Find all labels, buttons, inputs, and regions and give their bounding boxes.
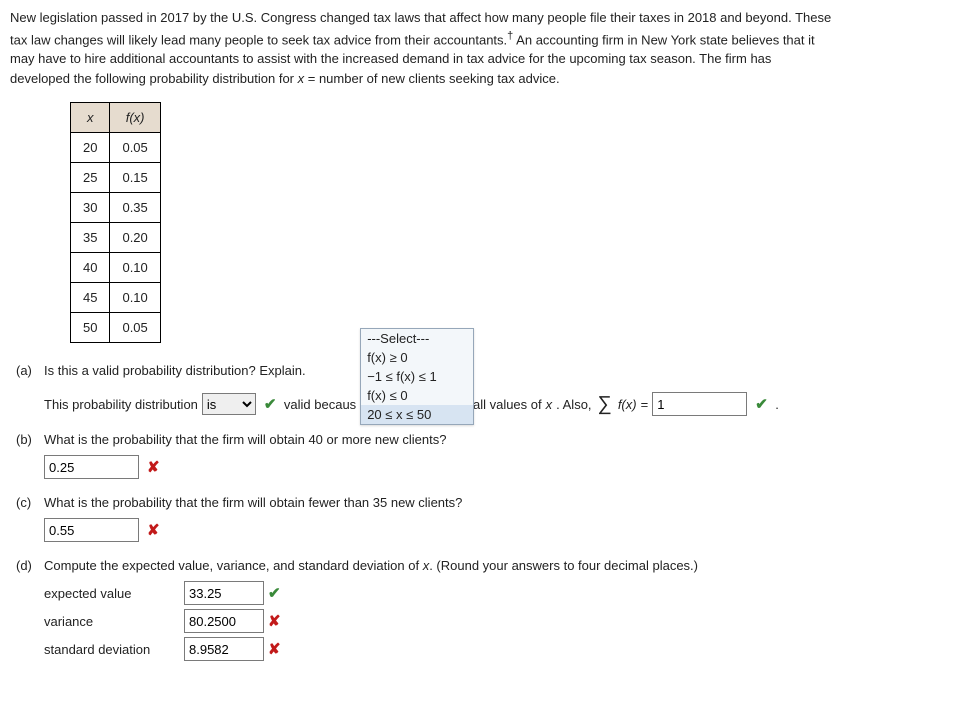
- table-row: 500.05: [71, 313, 161, 343]
- expected-value-row: expected value ✔: [44, 581, 950, 605]
- cross-icon: ✘: [147, 521, 163, 539]
- variance-label: variance: [44, 614, 184, 629]
- var-x: x: [546, 397, 553, 412]
- part-b: (b) What is the probability that the fir…: [10, 432, 950, 479]
- table-row: 450.10: [71, 283, 161, 313]
- is-select[interactable]: is is not: [202, 393, 256, 415]
- variance-row: variance ✘: [44, 609, 950, 633]
- sigma-icon: ∑: [598, 393, 612, 416]
- intro-line2b: An accounting firm in New York state bel…: [513, 32, 814, 47]
- c-input[interactable]: [44, 518, 139, 542]
- b-input[interactable]: [44, 455, 139, 479]
- condition-dropdown-wrap: ---Select--- f(x) ≥ 0 −1 ≤ f(x) ≤ 1 f(x)…: [360, 394, 450, 415]
- dd-option[interactable]: ---Select---: [361, 329, 473, 348]
- part-letter-b: (b): [10, 432, 44, 447]
- intro-line4b: = number of new clients seeking tax advi…: [304, 71, 559, 86]
- intro-line3: may have to hire additional accountants …: [10, 51, 771, 66]
- dd-option[interactable]: f(x) ≤ 0: [361, 386, 473, 405]
- condition-dropdown-popup: ---Select--- f(x) ≥ 0 −1 ≤ f(x) ≤ 1 f(x)…: [360, 328, 474, 425]
- a-prefix: This probability distribution: [44, 397, 198, 412]
- part-letter-d: (d): [10, 558, 44, 573]
- stddev-row: standard deviation ✘: [44, 637, 950, 661]
- part-a: (a) Is this a valid probability distribu…: [10, 363, 950, 416]
- cross-icon: ✘: [268, 612, 284, 630]
- part-letter-c: (c): [10, 495, 44, 510]
- stddev-label: standard deviation: [44, 642, 184, 657]
- probability-table: x f(x) 200.05 250.15 300.35 350.20 400.1…: [70, 102, 161, 343]
- table-row: 200.05: [71, 133, 161, 163]
- intro-line1: New legislation passed in 2017 by the U.…: [10, 10, 831, 25]
- table-row: 300.35: [71, 193, 161, 223]
- a-mid1: valid becaus: [284, 397, 356, 412]
- part-letter-a: (a): [10, 363, 44, 378]
- a-period: .: [775, 397, 779, 412]
- stddev-input[interactable]: [184, 637, 264, 661]
- check-icon: ✔: [264, 395, 280, 413]
- th-fx: f(x): [110, 103, 160, 133]
- expected-value-label: expected value: [44, 586, 184, 601]
- part-b-question: What is the probability that the firm wi…: [44, 432, 950, 447]
- table-row: 350.20: [71, 223, 161, 253]
- a-mid3: . Also,: [556, 397, 591, 412]
- expected-value-input[interactable]: [184, 581, 264, 605]
- th-x: x: [71, 103, 110, 133]
- part-c-question: What is the probability that the firm wi…: [44, 495, 950, 510]
- intro-line2a: tax law changes will likely lead many pe…: [10, 32, 507, 47]
- check-icon: ✔: [268, 584, 284, 602]
- dd-option[interactable]: f(x) ≥ 0: [361, 348, 473, 367]
- part-d: (d) Compute the expected value, variance…: [10, 558, 950, 665]
- cross-icon: ✘: [147, 458, 163, 476]
- table-row: 250.15: [71, 163, 161, 193]
- dd-option-selected[interactable]: 20 ≤ x ≤ 50: [361, 405, 473, 424]
- sum-input[interactable]: [652, 392, 747, 416]
- intro-line4a: developed the following probability dist…: [10, 71, 298, 86]
- part-a-question: Is this a valid probability distribution…: [44, 363, 950, 378]
- part-c: (c) What is the probability that the fir…: [10, 495, 950, 542]
- variance-input[interactable]: [184, 609, 264, 633]
- cross-icon: ✘: [268, 640, 284, 658]
- equals: =: [641, 397, 649, 412]
- dd-option[interactable]: −1 ≤ f(x) ≤ 1: [361, 367, 473, 386]
- part-d-question: Compute the expected value, variance, an…: [44, 558, 950, 573]
- table-row: 400.10: [71, 253, 161, 283]
- sum-fx: f(x): [618, 397, 637, 412]
- check-icon: ✔: [755, 395, 771, 413]
- intro-paragraph: New legislation passed in 2017 by the U.…: [10, 8, 950, 88]
